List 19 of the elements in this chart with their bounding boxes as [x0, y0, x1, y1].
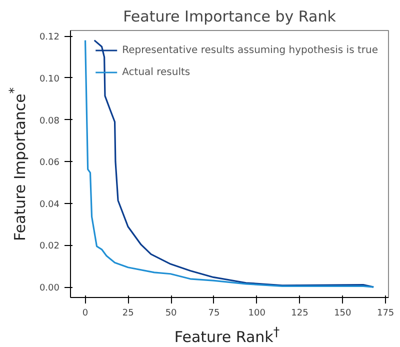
- y-tick-label: 0.02: [39, 242, 60, 252]
- x-tick-label: 0: [82, 308, 88, 318]
- x-tick-label: 100: [248, 308, 266, 318]
- y-tick-label: 0.12: [39, 32, 60, 43]
- y-tick-label: 0.08: [39, 116, 60, 126]
- x-tick-label: 75: [208, 308, 220, 318]
- x-tick-label: 175: [376, 308, 394, 318]
- y-tick-label: 0.04: [39, 200, 60, 210]
- x-tick-label: 150: [334, 308, 352, 318]
- y-tick-label: 0.06: [39, 158, 60, 168]
- legend-label: Representative results assuming hypothesis is true: [122, 44, 378, 56]
- y-tick-label: 0.00: [39, 284, 60, 294]
- y-tick-label: 0.10: [39, 74, 60, 84]
- x-tick-label: 25: [122, 308, 134, 318]
- x-tick-label: 50: [165, 308, 178, 318]
- legend-label: Actual results: [122, 66, 192, 78]
- x-tick-label: 125: [291, 308, 308, 318]
- chart-title: Feature Importance by Rank: [123, 8, 336, 26]
- x-axis-title: Feature Rank$^{†}$: [174, 323, 280, 347]
